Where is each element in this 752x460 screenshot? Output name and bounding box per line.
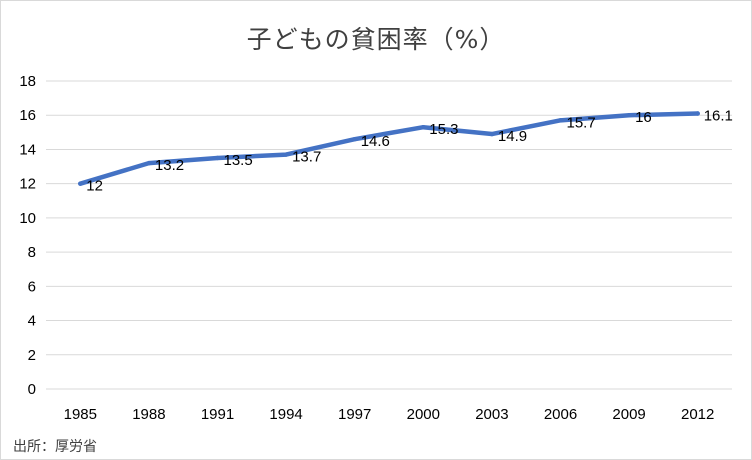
x-tick-label: 1991	[201, 406, 234, 423]
data-point	[283, 152, 289, 157]
source-note: 出所：厚労省	[13, 439, 97, 455]
x-tick-label: 1994	[269, 406, 302, 423]
y-tick-label: 10	[19, 210, 36, 227]
x-tick-label: 2009	[612, 406, 645, 423]
x-tick-label: 1985	[64, 406, 97, 423]
data-label: 12	[86, 178, 103, 195]
y-tick-label: 4	[28, 313, 36, 330]
series-layer	[78, 111, 700, 186]
y-tick-label: 2	[28, 347, 36, 364]
data-point	[146, 160, 152, 166]
y-tick-label: 16	[19, 107, 36, 124]
data-point	[626, 113, 632, 118]
data-label: 16	[635, 109, 652, 126]
data-point	[558, 118, 563, 123]
gridlines	[46, 80, 732, 390]
data-point	[489, 131, 495, 137]
x-tick-label: 2000	[407, 406, 440, 423]
data-point	[352, 136, 357, 142]
data-label: 14.9	[498, 128, 527, 145]
y-tick-label: 0	[28, 381, 36, 398]
data-point	[421, 125, 426, 130]
x-tick-label: 1997	[338, 406, 371, 423]
chart-title: 子どもの貧困率（%）	[246, 25, 506, 54]
x-axis-ticks: 1985 1988 1991 1994 1997 2000 2003 2006 2009 2012	[64, 406, 715, 423]
y-tick-label: 18	[19, 73, 36, 90]
data-label: 16.1	[704, 108, 733, 125]
data-labels: 12 13.2 13.5 13.7 14.6 15.3 14.9 15.7 16 16.1	[86, 108, 733, 195]
data-point	[695, 111, 700, 116]
x-tick-label: 1988	[132, 406, 165, 423]
y-tick-label: 12	[19, 176, 36, 193]
y-tick-label: 8	[28, 244, 36, 261]
data-label: 15.3	[429, 121, 458, 138]
x-tick-label: 2003	[475, 406, 508, 423]
x-tick-label: 2006	[544, 406, 577, 423]
x-tick-label: 2012	[681, 406, 714, 423]
y-tick-label: 14	[19, 141, 36, 158]
data-point	[78, 181, 83, 186]
data-label: 15.7	[567, 114, 596, 131]
y-tick-label: 6	[28, 278, 36, 295]
data-label: 13.7	[292, 149, 321, 166]
series-line	[78, 111, 700, 186]
data-label: 13.5	[224, 152, 253, 169]
data-label: 14.6	[361, 133, 390, 150]
data-label: 13.2	[155, 157, 184, 174]
y-axis-ticks: 0 2 4 6 8 10 12 14 16 18	[19, 73, 36, 398]
data-point	[215, 155, 220, 161]
